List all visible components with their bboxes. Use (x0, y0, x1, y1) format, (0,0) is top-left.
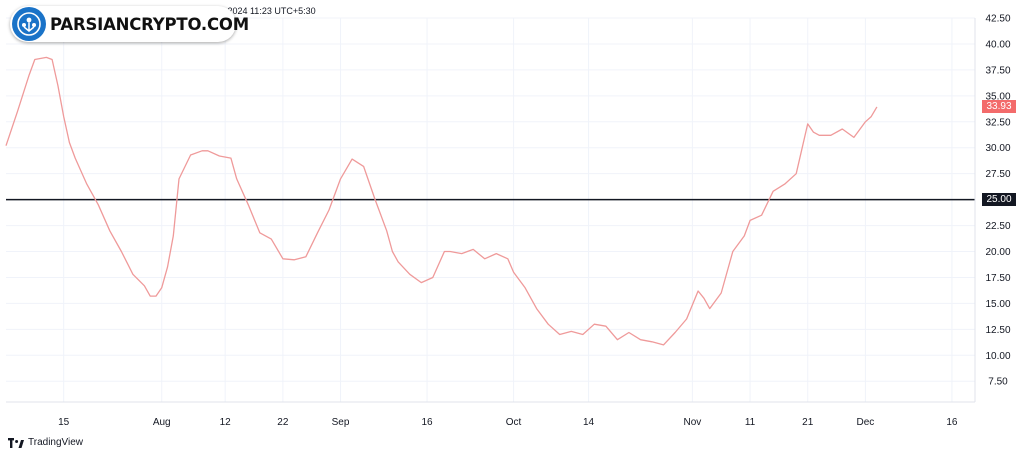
tradingview-label: TradingView (28, 437, 84, 448)
y-tick-label: 40.00 (985, 39, 1010, 50)
x-tick-label: 22 (277, 417, 289, 428)
x-tick-label: Sep (332, 417, 350, 428)
tradingview-logo-icon (8, 437, 24, 448)
y-tick-label: 27.50 (985, 169, 1010, 180)
y-tick-label: 10.00 (985, 351, 1010, 362)
watermark-text: PARSIANCRYPTO.COM (50, 14, 249, 34)
reference-value-badge: 25.00 (982, 193, 1016, 207)
y-tick-label: 22.50 (985, 221, 1010, 232)
x-tick-label: 21 (802, 417, 814, 428)
y-tick-label: 42.50 (985, 14, 1010, 25)
parsiancrypto-logo-icon (12, 7, 46, 41)
y-tick-label: 17.50 (985, 273, 1010, 284)
y-tick-label: 37.50 (985, 65, 1010, 76)
series-layer (5, 56, 878, 346)
y-tick-label: 32.50 (985, 117, 1010, 128)
y-tick-label: 20.00 (985, 247, 1010, 258)
series-line (5, 56, 878, 346)
x-tick-label: 11 (745, 417, 756, 428)
x-axis: 15 Aug 12 22 Sep 16 Oct 14 Nov 11 21 Dec 16 (6, 401, 975, 428)
y-axis: 7.5010.0012.5015.0017.5020.0022.5025.002… (974, 14, 1011, 402)
watermark-badge: PARSIANCRYPTO.COM (10, 6, 249, 42)
x-tick-label: 15 (58, 417, 70, 428)
x-tick-label: 14 (583, 417, 595, 428)
y-tick-label: 15.00 (985, 299, 1010, 310)
x-tick-label: 16 (946, 417, 958, 428)
last-value-badge: 33.93 (982, 100, 1016, 114)
y-tick-label: 12.50 (985, 325, 1010, 336)
grid (6, 17, 975, 402)
y-tick-label: 7.50 (988, 377, 1008, 388)
x-tick-label: Oct (506, 417, 522, 428)
x-tick-label: 16 (421, 417, 433, 428)
x-tick-label: 12 (220, 417, 232, 428)
x-tick-label: Aug (153, 417, 171, 428)
x-tick-label: Dec (857, 417, 875, 428)
y-tick-label: 30.00 (985, 143, 1010, 154)
tradingview-brand: TradingView (8, 437, 83, 448)
x-tick-label: Nov (683, 417, 701, 428)
y-tick-label: 35.00 (985, 91, 1010, 102)
